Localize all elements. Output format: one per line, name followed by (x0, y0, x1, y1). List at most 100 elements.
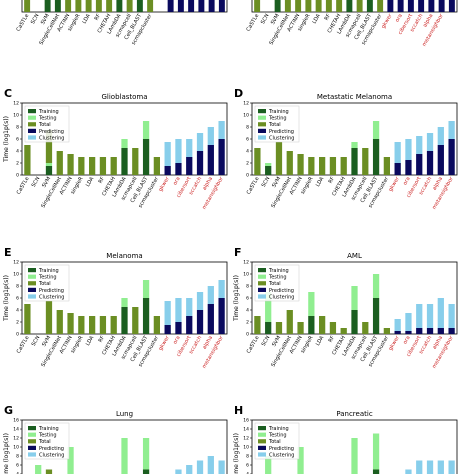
bar-clustering (196, 460, 204, 474)
bar-testing (121, 298, 128, 307)
bar-training (351, 148, 358, 175)
bar-total (329, 157, 337, 175)
y-tick-label: 2 (16, 320, 19, 326)
legend-swatch-clustering (258, 294, 266, 299)
bar-clustering (394, 142, 401, 163)
legend-swatch-training (258, 426, 266, 431)
x-tick-label: metaneighbor (201, 334, 225, 369)
y-tick-label: 8 (16, 284, 19, 290)
y-tick-label: 10 (13, 113, 19, 119)
panel-letter: H (234, 404, 243, 417)
x-tick-label: ora (402, 335, 411, 345)
bar-training (346, 0, 353, 12)
bar-total (286, 310, 293, 334)
bar-total (106, 0, 113, 12)
y-axis-label: Time (log1p(s)) (3, 116, 10, 163)
x-tick-label: LDA (311, 13, 322, 25)
legend-label: Clustering (39, 294, 64, 300)
bar-training (121, 307, 128, 334)
bar-testing (265, 163, 272, 166)
panel-letter: F (234, 246, 242, 259)
bar-total (254, 316, 261, 334)
y-tick-label: 6 (16, 137, 19, 143)
bar-total (383, 328, 390, 334)
legend-swatch-predicting (28, 445, 36, 450)
bar-total (336, 0, 343, 12)
legend-swatch-total (28, 439, 36, 444)
legend-label: Predicting (39, 288, 64, 294)
bar-total (95, 0, 102, 12)
legend-label: Predicting (39, 446, 64, 452)
bar-total (254, 0, 261, 12)
bar-total (24, 145, 31, 175)
x-tick-label: gkwer (158, 334, 172, 351)
bar-training (142, 298, 150, 334)
bar-total (362, 322, 369, 334)
legend-label: Total (38, 122, 51, 128)
x-tick-label: SVM (271, 335, 282, 348)
legend-label: Testing (38, 116, 57, 122)
bar-clustering (426, 133, 434, 151)
x-tick-label: SVM (270, 13, 281, 26)
bar-testing (372, 274, 380, 298)
y-tick-label: 6 (16, 463, 19, 469)
legend-swatch-clustering (258, 135, 266, 140)
bar-total (24, 0, 31, 12)
bar-predicting (188, 0, 195, 12)
panel-axes-frame (251, 0, 458, 13)
panel-title: Pancreatic (336, 410, 372, 418)
y-tick-label: 12 (13, 436, 19, 442)
x-tick-label: CaSTLe (246, 13, 261, 33)
legend-swatch-training (28, 268, 36, 273)
bar-predicting (405, 160, 412, 175)
y-tick-label: 10 (13, 445, 19, 451)
bar-clustering (175, 298, 182, 322)
legend-label: Training (268, 426, 289, 432)
bar-predicting (207, 145, 214, 175)
bar-clustering (196, 292, 204, 310)
bar-training (372, 139, 380, 175)
legend-swatch-training (258, 268, 266, 273)
legend-label: Testing (268, 116, 287, 122)
bar-testing (35, 465, 42, 474)
bar-training (54, 0, 61, 12)
legend-label: Clustering (269, 294, 294, 300)
panel-letter: C (4, 87, 12, 100)
bar-predicting (394, 163, 401, 175)
bar-predicting (405, 331, 412, 334)
y-tick-label: 2 (246, 161, 249, 167)
bar-clustering (416, 136, 423, 154)
bar-predicting (218, 0, 225, 12)
legend-swatch-clustering (258, 452, 266, 457)
bar-training (142, 139, 150, 175)
bar-total (305, 0, 312, 12)
bar-predicting (426, 151, 434, 175)
x-tick-label: SCN (30, 13, 41, 25)
bar-total (110, 157, 117, 175)
panel-title: Glioblastoma (101, 93, 147, 101)
bar-training (45, 166, 53, 175)
bar-total (24, 304, 31, 334)
bar-total (56, 151, 63, 175)
legend-label: Predicting (269, 129, 294, 135)
bar-total (45, 130, 53, 163)
panel-title: Lung (116, 410, 133, 418)
bar-predicting (164, 166, 171, 175)
panel-letter: G (4, 404, 13, 417)
bar-testing (142, 280, 150, 298)
bar-testing (142, 121, 150, 139)
bar-testing (372, 121, 380, 139)
bar-clustering (448, 121, 455, 139)
bar-predicting (418, 0, 425, 12)
y-tick-label: 4 (16, 472, 19, 474)
y-tick-label: 0 (16, 173, 19, 179)
x-tick-label: gkwer (388, 334, 402, 351)
bar-predicting (175, 163, 182, 175)
bar-clustering (207, 127, 214, 145)
bar-clustering (175, 469, 182, 474)
x-tick-label: SCN (31, 335, 42, 347)
legend-swatch-training (28, 109, 36, 114)
x-tick-label: RF (328, 176, 336, 185)
y-tick-label: 6 (246, 296, 249, 302)
x-tick-label: RF (94, 13, 102, 22)
